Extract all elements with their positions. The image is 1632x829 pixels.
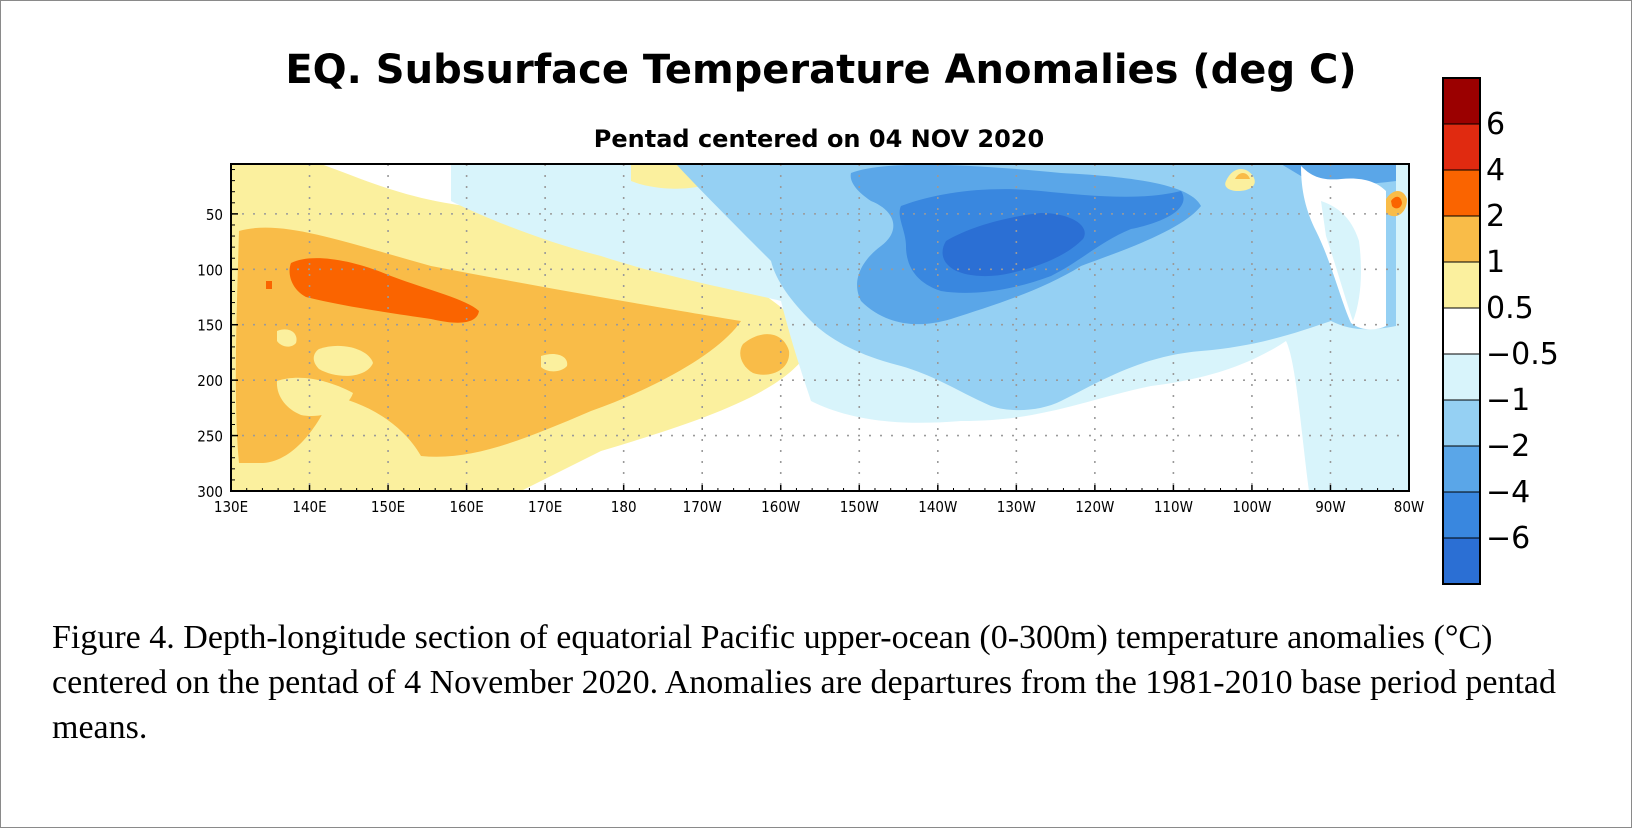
colorbar-label: −0.5 xyxy=(1486,337,1559,372)
contour-0.5-1-hole-a xyxy=(313,345,373,376)
x-tick-label: 160W xyxy=(761,498,800,516)
x-tick-label: 150W xyxy=(840,498,879,516)
x-tick-label: 110W xyxy=(1154,498,1193,516)
contour-1-2-tip-100w-core xyxy=(1235,173,1250,179)
colorbar-swatch xyxy=(1442,261,1481,309)
y-tick-label: 150 xyxy=(197,317,223,335)
colorbar-label: −2 xyxy=(1486,429,1530,464)
chart-title: EQ. Subsurface Temperature Anomalies (de… xyxy=(285,47,1356,93)
cold-anomaly-region xyxy=(451,164,1409,491)
colorbar-label: 4 xyxy=(1486,153,1505,188)
contour-2-4-core xyxy=(289,258,479,323)
x-tick-label: 180 xyxy=(611,498,637,516)
y-tick-label: 300 xyxy=(197,483,223,501)
x-tick-label: 100W xyxy=(1232,498,1271,516)
y-tick-label: 200 xyxy=(197,372,223,390)
x-tick-label: 160E xyxy=(449,498,483,516)
plot-area: 130E 140E 150E 160E 170E 180 170W 160W 150W 140W 1… xyxy=(197,163,1424,516)
x-tick-label: 130W xyxy=(997,498,1036,516)
colorbar: 6 4 2 1 0.5 −0.5 −1 −2 −4 −6 xyxy=(1442,77,1559,585)
colorbar-label: −4 xyxy=(1486,475,1530,510)
colorbar-swatch xyxy=(1442,307,1481,355)
x-tick-label: 150E xyxy=(371,498,405,516)
x-axis: 130E 140E 150E 160E 170E 180 170W 160W 150W 140W 1… xyxy=(214,485,1424,516)
x-tick-label: 140E xyxy=(292,498,326,516)
contour-1-2-tip-100w xyxy=(1225,169,1255,191)
x-tick-label: 140W xyxy=(918,498,957,516)
x-tick-label: 170W xyxy=(683,498,722,516)
y-tick-label: 50 xyxy=(206,206,223,224)
colorbar-label: −1 xyxy=(1486,383,1530,418)
chart-subtitle: Pentad centered on 04 NOV 2020 xyxy=(594,125,1044,153)
colorbar-border xyxy=(1442,77,1481,585)
x-tick-label: 170E xyxy=(528,498,562,516)
contour-0.5-1-hole-b xyxy=(541,354,568,372)
y-tick-label: 250 xyxy=(197,428,223,446)
colorbar-swatch xyxy=(1442,169,1481,217)
contour-0.5-1-hole-c xyxy=(277,329,297,347)
contour-0.5-1-hole-d xyxy=(276,377,353,417)
colorbar-swatch xyxy=(1442,445,1481,493)
x-tick-label: 90W xyxy=(1315,498,1346,516)
figure-caption: Figure 4. Depth-longitude section of equ… xyxy=(52,619,1557,746)
colorbar-swatch xyxy=(1442,353,1481,401)
contour-neg6-core xyxy=(942,213,1085,277)
colorbar-swatch xyxy=(1442,77,1481,125)
colorbar-swatch xyxy=(1442,399,1481,447)
colorbar-label: 6 xyxy=(1486,107,1505,142)
plot-border xyxy=(230,163,1410,492)
colorbar-label: 1 xyxy=(1486,245,1505,280)
contour-2-4-speck xyxy=(266,281,272,289)
colorbar-label: −6 xyxy=(1486,521,1530,556)
colorbar-label: 2 xyxy=(1486,199,1505,234)
colorbar-swatch xyxy=(1442,491,1481,539)
contour-1-2-east-blob xyxy=(740,334,790,375)
x-tick-label: 80W xyxy=(1394,498,1425,516)
colorbar-swatch xyxy=(1442,123,1481,171)
y-axis: 50 100 150 200 250 300 xyxy=(197,169,238,501)
y-tick-label: 100 xyxy=(197,261,223,279)
colorbar-swatch xyxy=(1442,537,1481,585)
colorbar-label: 0.5 xyxy=(1486,291,1534,326)
x-tick-label: 130E xyxy=(214,498,248,516)
x-tick-label: 120W xyxy=(1075,498,1114,516)
colorbar-swatch xyxy=(1442,215,1481,263)
contour-2-4-tip-82w xyxy=(1391,196,1402,209)
